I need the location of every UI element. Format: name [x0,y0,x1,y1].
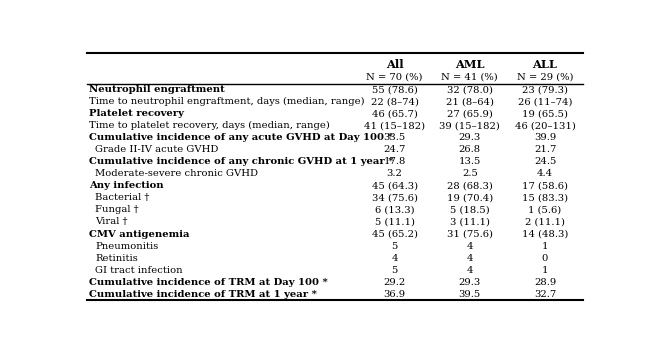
Text: 19 (65.5): 19 (65.5) [522,109,568,118]
Text: 24.5: 24.5 [534,157,556,166]
Text: 3.2: 3.2 [387,169,402,178]
Text: 39 (15–182): 39 (15–182) [439,121,500,130]
Text: 29.3: 29.3 [458,277,481,287]
Text: 33.5: 33.5 [383,133,406,142]
Text: 4: 4 [391,253,398,262]
Text: GI tract infection: GI tract infection [95,266,183,275]
Text: 4: 4 [466,242,473,251]
Text: 31 (75.6): 31 (75.6) [447,230,493,238]
Text: 1: 1 [542,242,549,251]
Text: 39.9: 39.9 [534,133,556,142]
Text: Fungal †: Fungal † [95,206,139,215]
Text: Grade II-IV acute GVHD: Grade II-IV acute GVHD [95,146,219,154]
Text: 5: 5 [391,242,398,251]
Text: 21.7: 21.7 [534,146,556,154]
Text: 3 (11.1): 3 (11.1) [450,217,490,227]
Text: 45 (64.3): 45 (64.3) [372,181,418,191]
Text: Neutrophil engraftment: Neutrophil engraftment [89,85,225,94]
Text: 4: 4 [466,253,473,262]
Text: Cumulative incidence of any acute GVHD at Day 100 *: Cumulative incidence of any acute GVHD a… [89,133,393,142]
Text: Time to neutrophil engraftment, days (median, range): Time to neutrophil engraftment, days (me… [89,97,365,106]
Text: 39.5: 39.5 [458,290,481,299]
Text: 0: 0 [542,253,549,262]
Text: Bacterial †: Bacterial † [95,193,150,202]
Text: Cumulative incidence of TRM at 1 year *: Cumulative incidence of TRM at 1 year * [89,290,317,299]
Text: Platelet recovery: Platelet recovery [89,109,184,118]
Text: 2.5: 2.5 [462,169,478,178]
Text: 4: 4 [466,266,473,275]
Text: 45 (65.2): 45 (65.2) [372,230,417,238]
Text: 46 (20–131): 46 (20–131) [515,121,575,130]
Text: 34 (75.6): 34 (75.6) [372,193,417,202]
Text: 5 (18.5): 5 (18.5) [450,206,490,215]
Text: 13.5: 13.5 [458,157,481,166]
Text: AML: AML [455,59,485,70]
Text: 5: 5 [391,266,398,275]
Text: 28.9: 28.9 [534,277,556,287]
Text: 46 (65.7): 46 (65.7) [372,109,417,118]
Text: 32 (78.0): 32 (78.0) [447,85,493,94]
Text: N = 70 (%): N = 70 (%) [366,72,423,81]
Text: 24.7: 24.7 [383,146,406,154]
Text: 15 (83.3): 15 (83.3) [522,193,568,202]
Text: Any infection: Any infection [89,181,164,191]
Text: 27 (65.9): 27 (65.9) [447,109,493,118]
Text: Time to platelet recovery, days (median, range): Time to platelet recovery, days (median,… [89,121,330,131]
Text: 55 (78.6): 55 (78.6) [372,85,417,94]
Text: 1 (5.6): 1 (5.6) [528,206,562,215]
Text: 4.4: 4.4 [537,169,553,178]
Text: Viral †: Viral † [95,217,128,227]
Text: 41 (15–182): 41 (15–182) [364,121,425,130]
Text: 32.7: 32.7 [534,290,556,299]
Text: 1: 1 [542,266,549,275]
Text: 17.8: 17.8 [383,157,406,166]
Text: 29.2: 29.2 [383,277,406,287]
Text: Moderate-severe chronic GVHD: Moderate-severe chronic GVHD [95,169,259,178]
Text: ALL: ALL [533,59,558,70]
Text: N = 41 (%): N = 41 (%) [441,72,498,81]
Text: 22 (8–74): 22 (8–74) [371,97,419,106]
Text: Retinitis: Retinitis [95,253,138,262]
Text: 36.9: 36.9 [383,290,406,299]
Text: 17 (58.6): 17 (58.6) [522,181,568,191]
Text: 5 (11.1): 5 (11.1) [375,217,415,227]
Text: CMV antigenemia: CMV antigenemia [89,230,190,238]
Text: 6 (13.3): 6 (13.3) [375,206,415,215]
Text: 26 (11–74): 26 (11–74) [518,97,572,106]
Text: N = 29 (%): N = 29 (%) [517,72,573,81]
Text: 23 (79.3): 23 (79.3) [522,85,568,94]
Text: 19 (70.4): 19 (70.4) [447,193,493,202]
Text: Pneumonitis: Pneumonitis [95,242,159,251]
Text: 26.8: 26.8 [459,146,481,154]
Text: Cumulative incidence of any chronic GVHD at 1 year *: Cumulative incidence of any chronic GVHD… [89,157,394,166]
Text: 14 (48.3): 14 (48.3) [522,230,568,238]
Text: All: All [386,59,404,70]
Text: Cumulative incidence of TRM at Day 100 *: Cumulative incidence of TRM at Day 100 * [89,277,328,287]
Text: 21 (8–64): 21 (8–64) [446,97,494,106]
Text: 29.3: 29.3 [458,133,481,142]
Text: 2 (11.1): 2 (11.1) [525,217,565,227]
Text: 28 (68.3): 28 (68.3) [447,181,493,191]
